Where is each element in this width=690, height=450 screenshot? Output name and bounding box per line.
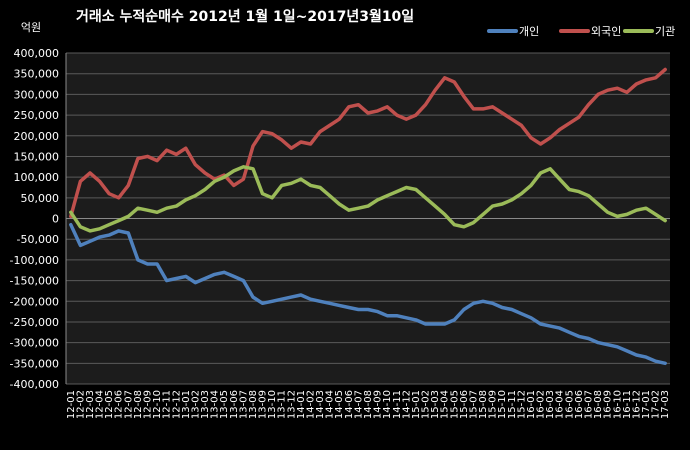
x-tick-label: 15-07 xyxy=(468,390,479,419)
y-tick-label: -50,000 xyxy=(17,233,59,246)
x-tick-label: 12-01 xyxy=(66,390,77,419)
x-tick-label: 15-04 xyxy=(440,390,451,419)
x-tick-label: 16-02 xyxy=(536,390,547,419)
x-tick-label: 12-10 xyxy=(152,390,163,419)
y-tick-label: -100,000 xyxy=(10,254,59,267)
x-tick-label: 14-01 xyxy=(296,390,307,419)
x-tick-label: 12-05 xyxy=(104,390,115,419)
x-tick-label: 13-08 xyxy=(248,390,259,419)
y-tick-label: -300,000 xyxy=(10,337,59,350)
y-axis-ticks: 400,000 350,000 300,000 250,000 200,000 150,0… xyxy=(10,47,59,391)
grid xyxy=(65,52,670,385)
x-tick-label: 12-07 xyxy=(123,390,134,419)
x-tick-label: 15-11 xyxy=(507,390,518,419)
x-tick-label: 14-02 xyxy=(305,390,316,419)
x-tick-label: 15-06 xyxy=(459,390,470,419)
x-tick-label: 12-03 xyxy=(85,390,96,419)
x-tick-label: 14-05 xyxy=(334,390,345,419)
y-tick-label: -350,000 xyxy=(10,357,59,370)
x-tick-label: 16-12 xyxy=(631,390,642,419)
x-tick-label: 14-12 xyxy=(401,390,412,419)
x-tick-label: 14-09 xyxy=(373,390,384,419)
x-tick-label: 15-05 xyxy=(449,390,460,419)
y-tick-label: 0 xyxy=(52,213,59,226)
x-tick-label: 13-02 xyxy=(190,390,201,419)
x-tick-label: 13-05 xyxy=(219,390,230,419)
x-tick-label: 14-07 xyxy=(353,390,364,419)
x-tick-label: 15-08 xyxy=(478,390,489,419)
x-tick-label: 13-07 xyxy=(238,390,249,419)
x-tick-label: 13-11 xyxy=(277,390,288,419)
x-tick-label: 17-03 xyxy=(660,390,671,419)
x-tick-label: 16-05 xyxy=(564,390,575,419)
x-tick-label: 12-06 xyxy=(114,390,125,419)
x-tick-label: 16-01 xyxy=(526,390,537,419)
chart-title: 거래소 누적순매수 2012년 1월 1일~2017년3월10일 xyxy=(76,9,415,25)
x-tick-label: 15-12 xyxy=(516,390,527,419)
y-tick-label: 350,000 xyxy=(14,68,60,81)
series-line-1 xyxy=(69,222,667,366)
y-tick-label: 50,000 xyxy=(21,192,60,205)
y-tick-label: -150,000 xyxy=(10,275,59,288)
x-tick-label: 13-03 xyxy=(200,390,211,419)
y-tick-label: 100,000 xyxy=(14,171,60,184)
x-tick-label: 16-11 xyxy=(622,390,633,419)
x-tick-label: 13-12 xyxy=(286,390,297,419)
x-tick-label: 13-06 xyxy=(229,390,240,419)
x-tick-label: 15-03 xyxy=(430,390,441,419)
legend-label-3: 기관 xyxy=(655,25,675,38)
x-tick-label: 12-09 xyxy=(142,390,153,419)
series-line-3 xyxy=(69,165,667,233)
legend-label-1: 개인 xyxy=(519,25,539,38)
x-tick-label: 16-06 xyxy=(574,390,585,419)
x-tick-label: 16-09 xyxy=(603,390,614,419)
x-tick-label: 16-04 xyxy=(555,390,566,419)
x-tick-label: 12-11 xyxy=(162,390,173,419)
x-tick-label: 17-02 xyxy=(651,390,662,419)
x-tick-label: 16-08 xyxy=(593,390,604,419)
legend-label-2: 외국인 xyxy=(591,25,621,38)
x-tick-label: 14-03 xyxy=(315,390,326,419)
x-tick-label: 13-01 xyxy=(181,390,192,419)
y-tick-label: -250,000 xyxy=(10,316,59,329)
x-tick-label: 14-10 xyxy=(382,390,393,419)
x-tick-label: 16-07 xyxy=(584,390,595,419)
x-tick-label: 14-06 xyxy=(344,390,355,419)
y-unit-label: 억원 xyxy=(21,21,41,34)
series-lines xyxy=(69,67,667,366)
y-tick-label: 250,000 xyxy=(14,109,60,122)
x-tick-label: 15-10 xyxy=(497,390,508,419)
x-tick-label: 12-04 xyxy=(95,390,106,419)
y-tick-label: 300,000 xyxy=(14,88,60,101)
series-line-2 xyxy=(69,67,667,219)
x-axis-ticks: 12-0112-0212-0312-0412-0512-0612-0712-08… xyxy=(66,390,671,419)
y-tick-label: -400,000 xyxy=(10,378,59,391)
x-tick-label: 14-08 xyxy=(363,390,374,419)
x-tick-label: 17-01 xyxy=(641,390,652,419)
y-tick-label: 200,000 xyxy=(14,130,60,143)
x-tick-label: 16-03 xyxy=(545,390,556,419)
x-tick-label: 13-10 xyxy=(267,390,278,419)
x-tick-label: 12-02 xyxy=(75,390,86,419)
legend: 개인 외국인 기관 xyxy=(487,25,675,38)
y-tick-label: 150,000 xyxy=(14,150,60,163)
y-tick-label: 400,000 xyxy=(14,47,60,60)
x-tick-label: 12-08 xyxy=(133,390,144,419)
x-tick-label: 14-04 xyxy=(325,390,336,419)
x-tick-label: 13-04 xyxy=(210,390,221,419)
x-tick-label: 16-10 xyxy=(612,390,623,419)
x-tick-label: 15-02 xyxy=(421,390,432,419)
x-tick-label: 13-09 xyxy=(258,390,269,419)
x-tick-label: 15-09 xyxy=(488,390,499,419)
x-tick-label: 15-01 xyxy=(411,390,422,419)
x-tick-label: 14-11 xyxy=(392,390,403,419)
x-tick-label: 12-12 xyxy=(171,390,182,419)
y-tick-label: -200,000 xyxy=(10,295,59,308)
